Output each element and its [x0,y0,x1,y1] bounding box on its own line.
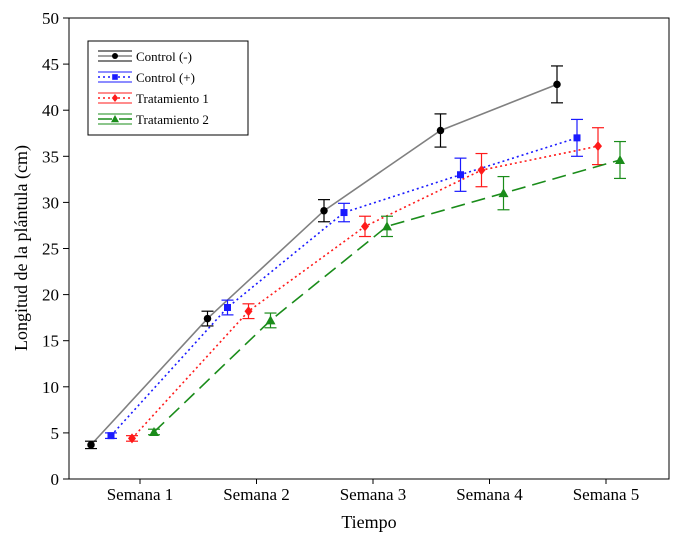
legend-label: Control (+) [136,70,195,85]
data-point [361,221,369,231]
data-point [108,432,115,439]
y-axis-title: Longitud de la plántula (cm) [11,145,32,351]
series-line [111,138,577,436]
data-point [266,315,276,324]
legend-label: Tratamiento 2 [136,112,209,127]
data-point [204,315,212,323]
data-point [615,155,625,164]
y-tick-label: 0 [51,470,60,489]
data-point [382,221,392,230]
series-line [132,146,598,438]
y-tick-label: 30 [42,193,59,212]
y-tick-label: 10 [42,378,59,397]
y-tick-label: 25 [42,240,59,259]
legend: Control (-) Control (+) Tratamiento 1 Trata… [88,41,248,135]
data-point [437,127,445,135]
data-point [224,304,231,311]
data-point [553,81,561,89]
x-tick-label: Semana 3 [340,485,407,504]
legend-marker [112,53,118,59]
legend-label: Tratamiento 1 [136,91,209,106]
y-tick-label: 20 [42,286,59,305]
data-point [574,134,581,141]
data-point [128,433,136,443]
series-line [91,84,557,445]
series-control [105,119,583,439]
legend-label: Control (-) [136,49,192,64]
data-point [87,441,95,449]
y-tick-label: 45 [42,55,59,74]
series-line [154,160,620,432]
data-point [457,171,464,178]
legend-marker [112,74,118,80]
series-tratamiento-1 [126,128,604,444]
x-tick-label: Semana 4 [456,485,523,504]
y-tick-label: 35 [42,147,59,166]
data-point [341,209,348,216]
data-point [245,306,253,316]
data-point [320,207,328,215]
y-tick-label: 5 [51,424,60,443]
x-tick-label: Semana 2 [223,485,290,504]
x-axis-title: Tiempo [341,512,396,532]
data-point [499,188,509,197]
y-tick-label: 40 [42,101,59,120]
x-tick-label: Semana 1 [107,485,174,504]
data-point [594,141,602,151]
series-tratamiento-2 [148,142,626,436]
x-tick-label: Semana 5 [573,485,640,504]
y-tick-label: 15 [42,332,59,351]
x-axis: Semana 1 Semana 2 Semana 3 Semana 4 Semana 5 [107,479,640,504]
y-axis: 0 5 10 15 20 25 30 35 40 45 50 [42,9,69,489]
y-tick-label: 50 [42,9,59,28]
